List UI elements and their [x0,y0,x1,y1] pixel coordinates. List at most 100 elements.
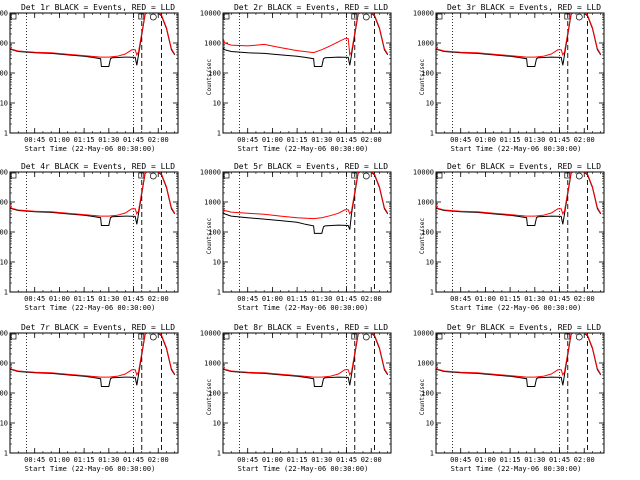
x-tick-label: 00:45 [450,136,471,144]
x-tick-label: 01:45 [123,136,144,144]
x-tick-label: 00:45 [237,456,258,464]
x-tick-label: 02:00 [148,295,169,303]
panel-8: Det 8r BLACK = Events, RED = LLD 1 10 100 10… [200,323,392,473]
series-line-events [436,13,602,67]
y-axis-label: Counts/sec [419,379,426,416]
panel-title: Det 4r BLACK = Events, RED = LLD [21,162,175,171]
series-line-events [436,333,602,387]
series-line-events [223,13,389,67]
saa-marker-circle [149,13,157,21]
y-tick-label: 100 [421,390,434,398]
x-tick-label: 01:45 [336,295,357,303]
y-tick-label: 1000 [204,360,221,368]
panel-7: Det 7r BLACK = Events, RED = LLD 1 10 100 10… [0,323,179,473]
x-tick-label: 01:15 [74,136,95,144]
x-tick-label: 00:45 [24,295,45,303]
y-tick-label: 1 [4,130,8,138]
x-axis-label: Start Time (22-May-06 00:30:00) [238,304,369,312]
x-tick-label: 01:45 [123,456,144,464]
start-marker-square [436,333,443,340]
x-axis-label: Start Time (22-May-06 00:30:00) [25,465,156,473]
x-tick-label: 01:00 [49,295,70,303]
series-line-lld [10,172,176,217]
stop-marker-square [138,172,145,179]
series-line-events [10,172,176,226]
saa-marker-circle [575,13,583,21]
x-tick-label: 01:30 [524,295,545,303]
x-tick-label: 01:00 [475,136,496,144]
x-tick-label: 01:45 [549,136,570,144]
data-layer [10,333,176,387]
y-tick-label: 1000 [417,40,434,48]
stop-marker-square [138,13,145,20]
x-tick-label: 01:30 [524,456,545,464]
y-tick-label: 10000 [413,10,434,18]
y-tick-label: 1 [430,289,434,297]
x-tick-label: 01:15 [500,456,521,464]
plot-frame [222,171,392,293]
y-tick-label: 100 [421,229,434,237]
y-tick-label: 1 [217,289,221,297]
start-marker-square [223,172,230,179]
saa-marker-circle [362,13,370,21]
data-layer [223,13,389,67]
y-tick-label: 1 [217,130,221,138]
y-tick-label: 1000 [417,360,434,368]
series-line-events [223,333,389,387]
data-layer [436,172,602,226]
y-tick-label: 100 [421,70,434,78]
panel-title: Det 9r BLACK = Events, RED = LLD [447,323,601,332]
panel-5: Det 5r BLACK = Events, RED = LLD 1 10 100 10… [200,162,392,312]
panel-4: Det 4r BLACK = Events, RED = LLD 1 10 100 10… [0,162,179,312]
x-tick-label: 01:00 [262,456,283,464]
series-line-lld [436,13,602,58]
panel-1: Det 1r BLACK = Events, RED = LLD 1 10 100 10… [0,3,179,153]
panel-title: Det 3r BLACK = Events, RED = LLD [447,3,601,12]
y-tick-label: 1000 [0,40,8,48]
plot-frame [222,332,392,454]
series-line-events [223,172,389,234]
panel-title: Det 7r BLACK = Events, RED = LLD [21,323,175,332]
x-tick-label: 00:45 [237,295,258,303]
y-tick-label: 1000 [204,199,221,207]
x-axis-label: Start Time (22-May-06 00:30:00) [25,145,156,153]
x-tick-label: 01:00 [262,295,283,303]
saa-marker-circle [149,333,157,341]
plot-frame [9,332,179,454]
x-tick-label: 01:15 [500,136,521,144]
series-line-lld [436,333,602,378]
plot-frame [435,332,605,454]
x-tick-label: 00:45 [24,456,45,464]
x-tick-label: 01:45 [336,456,357,464]
data-layer [436,13,602,67]
series-line-lld [223,13,389,57]
x-tick-label: 02:00 [361,136,382,144]
stop-marker-square [351,13,358,20]
x-tick-label: 00:45 [450,295,471,303]
series-line-lld [436,172,602,217]
y-axis-label: Counts/sec [206,379,213,416]
x-tick-label: 01:45 [549,456,570,464]
stop-marker-square [351,172,358,179]
x-tick-label: 02:00 [574,136,595,144]
panel-3: Det 3r BLACK = Events, RED = LLD 1 10 100 10… [413,3,605,153]
panel-title: Det 5r BLACK = Events, RED = LLD [234,162,388,171]
stop-marker-square [564,13,571,20]
series-line-lld [10,333,176,378]
x-tick-label: 02:00 [361,295,382,303]
x-tick-label: 01:45 [549,295,570,303]
x-tick-label: 01:15 [287,136,308,144]
x-tick-label: 01:30 [98,136,119,144]
x-tick-label: 01:45 [336,136,357,144]
y-tick-label: 1 [4,289,8,297]
series-line-lld [223,333,389,378]
x-tick-label: 01:30 [311,136,332,144]
series-line-events [436,172,602,226]
y-tick-label: 100 [0,70,8,78]
y-tick-label: 10 [426,420,434,428]
x-axis-label: Start Time (22-May-06 00:30:00) [451,465,582,473]
x-tick-label: 01:30 [311,295,332,303]
y-tick-label: 10 [213,420,221,428]
y-tick-label: 10 [0,100,8,108]
panel-2: Det 2r BLACK = Events, RED = LLD 1 10 100 10… [200,3,392,153]
